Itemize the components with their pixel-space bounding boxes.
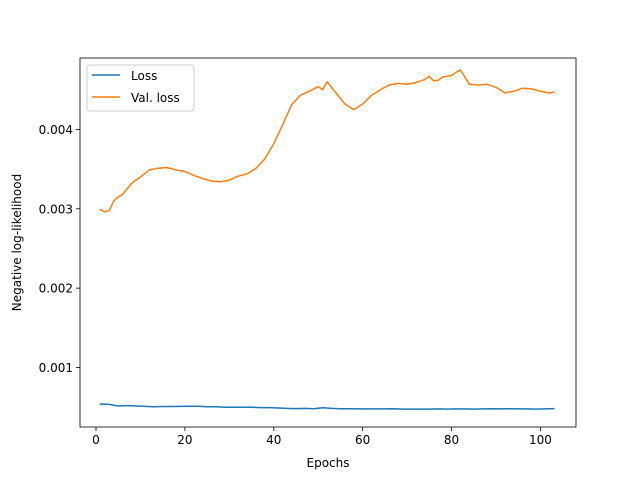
y-tick-label: 0.001 (39, 361, 73, 375)
legend-label-val-loss: Val. loss (131, 91, 180, 105)
series-line-loss (99, 403, 555, 410)
y-tick-label: 0.003 (39, 202, 73, 216)
y-axis: 0.001 0.002 0.003 0.004 (39, 123, 80, 375)
y-tick-label: 0.002 (39, 282, 73, 296)
plot-area: 0 20 40 60 80 100 0.001 0.002 0.003 0.004 (39, 57, 577, 447)
x-tick-label: 40 (266, 433, 281, 447)
x-tick-label: 20 (177, 433, 192, 447)
x-axis: 0 20 40 60 80 100 (92, 427, 552, 447)
y-tick-label: 0.004 (39, 123, 73, 137)
x-tick-label: 80 (444, 433, 459, 447)
x-tick-label: 0 (92, 433, 100, 447)
legend-frame (86, 64, 195, 112)
x-tick-label: 60 (355, 433, 370, 447)
legend-label-loss: Loss (131, 69, 157, 83)
y-axis-label: Negative log-likelihood (10, 174, 24, 311)
legend: Loss Val. loss (86, 64, 195, 112)
x-tick-label: 100 (529, 433, 552, 447)
series-layer (99, 69, 555, 410)
axes-frame (79, 57, 577, 428)
series-line-val-loss (99, 69, 555, 213)
x-axis-label: Epochs (307, 456, 350, 470)
